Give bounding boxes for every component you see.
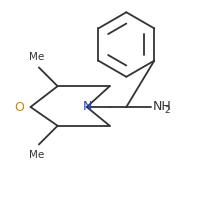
Text: N: N bbox=[83, 100, 92, 113]
Text: Me: Me bbox=[29, 150, 44, 160]
Text: 2: 2 bbox=[165, 106, 170, 115]
Text: O: O bbox=[14, 101, 24, 113]
Text: Me: Me bbox=[29, 52, 44, 62]
Text: NH: NH bbox=[152, 100, 171, 113]
